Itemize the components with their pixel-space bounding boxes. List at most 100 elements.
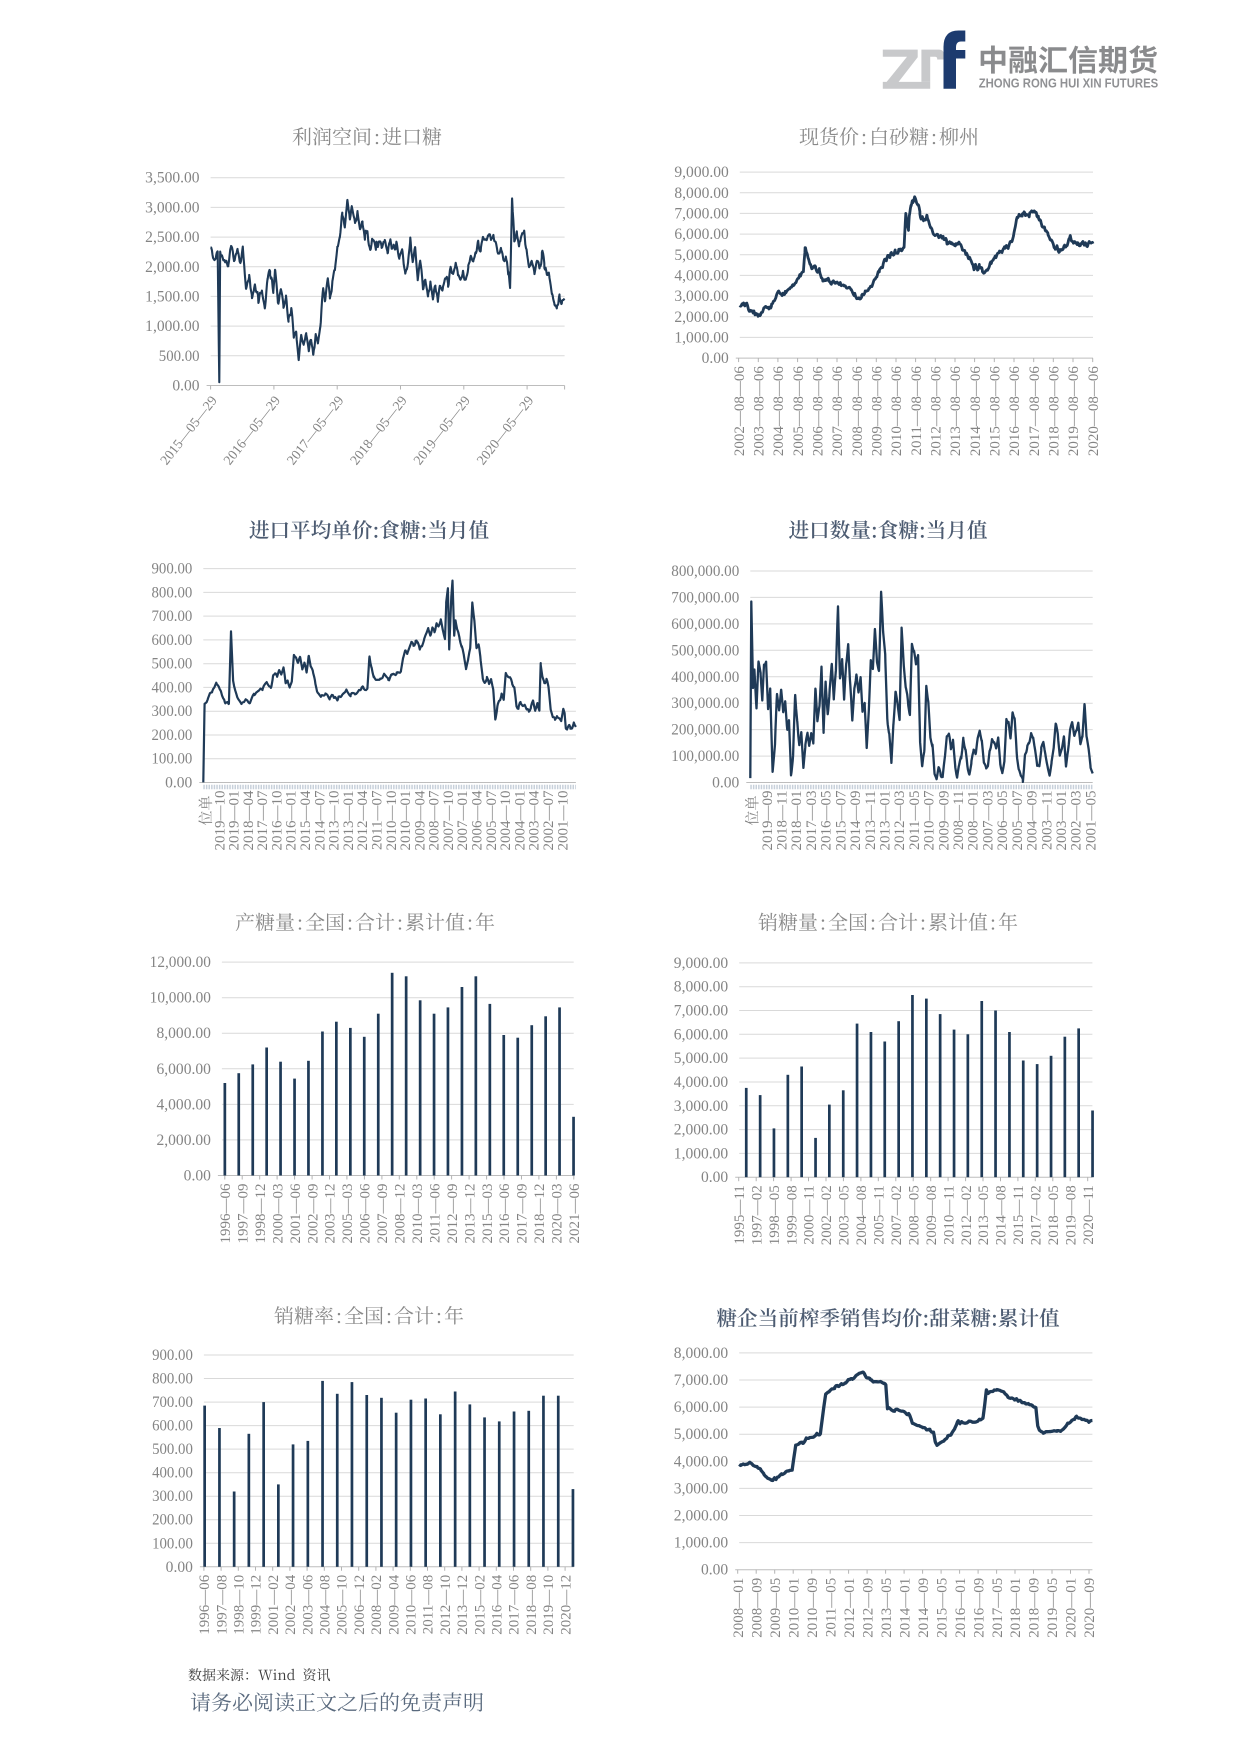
svg-text:2013—01: 2013—01 — [878, 791, 894, 851]
svg-text:2019—05: 2019—05 — [1045, 1578, 1061, 1638]
svg-text:2020—11: 2020—11 — [1081, 1185, 1097, 1244]
svg-text:2003—11: 2003—11 — [1039, 791, 1055, 850]
svg-text:2008—02: 2008—02 — [369, 1575, 385, 1635]
svg-text:400.00: 400.00 — [152, 1465, 193, 1482]
svg-text:2018—05—29: 2018—05—29 — [347, 393, 410, 468]
svg-text:1997—09: 1997—09 — [235, 1184, 251, 1244]
svg-text:2000—11: 2000—11 — [802, 1185, 818, 1244]
svg-text:2016—05—29: 2016—05—29 — [220, 393, 283, 468]
svg-text:2014—07: 2014—07 — [312, 790, 328, 851]
svg-text:200.00: 200.00 — [152, 727, 193, 744]
svg-text:2001—02: 2001—02 — [266, 1575, 282, 1635]
svg-text:2018—11: 2018—11 — [775, 791, 791, 850]
svg-text:2018—12: 2018—12 — [532, 1184, 548, 1244]
svg-text:5,000.00: 5,000.00 — [674, 1050, 729, 1067]
svg-text:2004—09: 2004—09 — [1025, 791, 1041, 851]
svg-text:100.00: 100.00 — [152, 1535, 193, 1552]
svg-text:2002—09: 2002—09 — [305, 1184, 321, 1244]
svg-text:1996—06: 1996—06 — [197, 1574, 213, 1635]
svg-text:0.00: 0.00 — [701, 1562, 729, 1579]
svg-text:2011—08: 2011—08 — [421, 1575, 437, 1634]
svg-text:8,000.00: 8,000.00 — [674, 1345, 729, 1362]
svg-text:6,000.00: 6,000.00 — [674, 226, 729, 243]
svg-text:8,000.00: 8,000.00 — [674, 185, 729, 202]
svg-text:4,000.00: 4,000.00 — [674, 1074, 729, 1091]
svg-text:2003—08—06: 2003—08—06 — [752, 366, 768, 457]
svg-text:2007—10: 2007—10 — [441, 791, 457, 851]
svg-text:2004—01: 2004—01 — [512, 791, 528, 851]
svg-text:2018—09: 2018—09 — [1027, 1578, 1043, 1638]
svg-text:300,000.00: 300,000.00 — [671, 695, 739, 712]
svg-text:2019—08: 2019—08 — [1063, 1185, 1079, 1245]
svg-text:2016—04: 2016—04 — [490, 1574, 506, 1635]
svg-text:2015—07: 2015—07 — [833, 790, 849, 851]
svg-text:2016—06: 2016—06 — [497, 1183, 513, 1244]
svg-text:2008—09: 2008—09 — [749, 1578, 765, 1638]
svg-text:2017—05—29: 2017—05—29 — [284, 393, 347, 468]
svg-text:700,000.00: 700,000.00 — [671, 589, 739, 606]
svg-text:2008—01: 2008—01 — [731, 1578, 747, 1638]
svg-text:2002—07: 2002—07 — [541, 790, 557, 851]
svg-text:2016—01: 2016—01 — [953, 1578, 969, 1638]
svg-text:0.00: 0.00 — [702, 350, 730, 367]
svg-text:2017—07: 2017—07 — [255, 790, 271, 851]
svg-text:2016—01: 2016—01 — [284, 791, 300, 851]
svg-text:2014—09: 2014—09 — [916, 1578, 932, 1638]
svg-text:2012—04: 2012—04 — [355, 790, 371, 851]
svg-text:2005—03: 2005—03 — [340, 1184, 356, 1244]
svg-text:2,000.00: 2,000.00 — [674, 1122, 729, 1139]
svg-text:0.00: 0.00 — [166, 1559, 194, 1576]
svg-text:1,000.00: 1,000.00 — [145, 318, 200, 335]
svg-text:2004—08: 2004—08 — [318, 1575, 334, 1635]
svg-text:2012—01: 2012—01 — [842, 1578, 858, 1638]
svg-text:2013—08—06: 2013—08—06 — [948, 366, 964, 457]
svg-text:1998—10: 1998—10 — [232, 1575, 248, 1635]
svg-text:0.00: 0.00 — [172, 378, 200, 395]
svg-text:2007—09: 2007—09 — [375, 1184, 391, 1244]
svg-text:2003—12: 2003—12 — [323, 1184, 339, 1244]
svg-text:2017—03: 2017—03 — [804, 791, 820, 851]
svg-text:2013—11: 2013—11 — [863, 791, 879, 850]
svg-text:2015—11: 2015—11 — [1011, 1185, 1027, 1244]
svg-text:900.00: 900.00 — [152, 561, 193, 578]
svg-text:10,000.00: 10,000.00 — [150, 990, 212, 1007]
svg-text:2002—08—06: 2002—08—06 — [732, 366, 748, 457]
svg-text:2003—06: 2003—06 — [300, 1574, 316, 1635]
svg-text:2012—09: 2012—09 — [445, 1184, 461, 1244]
svg-text:2019—08—06: 2019—08—06 — [1066, 366, 1082, 457]
svg-text:ZHONG RONG HUI XIN FUTURES: ZHONG RONG HUI XIN FUTURES — [979, 77, 1158, 91]
svg-text:2012—02: 2012—02 — [959, 1185, 975, 1245]
svg-text:0.00: 0.00 — [712, 775, 740, 792]
svg-text:9,000.00: 9,000.00 — [674, 164, 729, 181]
svg-text:7,000.00: 7,000.00 — [674, 1372, 729, 1389]
svg-text:2014—08—06: 2014—08—06 — [968, 366, 984, 457]
svg-text:2012—08—06: 2012—08—06 — [929, 366, 945, 457]
svg-text:2011—07: 2011—07 — [370, 790, 386, 850]
svg-text:2007—08—06: 2007—08—06 — [830, 366, 846, 457]
svg-text:6,000.00: 6,000.00 — [674, 1026, 729, 1043]
svg-text:800.00: 800.00 — [152, 1371, 193, 1388]
svg-text:2020—05—29: 2020—05—29 — [474, 393, 537, 468]
svg-text:9,000.00: 9,000.00 — [674, 955, 729, 972]
svg-text:2015—02: 2015—02 — [472, 1575, 488, 1635]
svg-text:2012—10: 2012—10 — [438, 1575, 454, 1635]
svg-text:2011—08—06: 2011—08—06 — [909, 366, 925, 456]
svg-text:0.00: 0.00 — [184, 1168, 212, 1185]
svg-text:2006—05: 2006—05 — [995, 791, 1011, 851]
svg-text:2010—01: 2010—01 — [398, 791, 414, 851]
svg-text:0.00: 0.00 — [165, 775, 193, 792]
svg-text:2011—06: 2011—06 — [427, 1183, 443, 1243]
svg-text:2008—08—06: 2008—08—06 — [850, 366, 866, 457]
svg-text:2005—11: 2005—11 — [872, 1185, 888, 1244]
svg-text:2017—02: 2017—02 — [1029, 1185, 1045, 1245]
svg-text:2020—08—06: 2020—08—06 — [1086, 366, 1102, 457]
svg-text:2019—10: 2019—10 — [541, 1575, 557, 1635]
svg-text:8,000.00: 8,000.00 — [674, 979, 729, 996]
svg-text:2016—10: 2016—10 — [270, 791, 286, 851]
svg-text:4,000.00: 4,000.00 — [674, 1453, 729, 1470]
svg-text:2002—04: 2002—04 — [283, 1574, 299, 1635]
svg-text:2004—10: 2004—10 — [498, 791, 514, 851]
svg-text:700.00: 700.00 — [152, 608, 193, 625]
svg-text:2017—06: 2017—06 — [507, 1574, 523, 1635]
svg-text:2004—08—06: 2004—08—06 — [771, 366, 787, 457]
